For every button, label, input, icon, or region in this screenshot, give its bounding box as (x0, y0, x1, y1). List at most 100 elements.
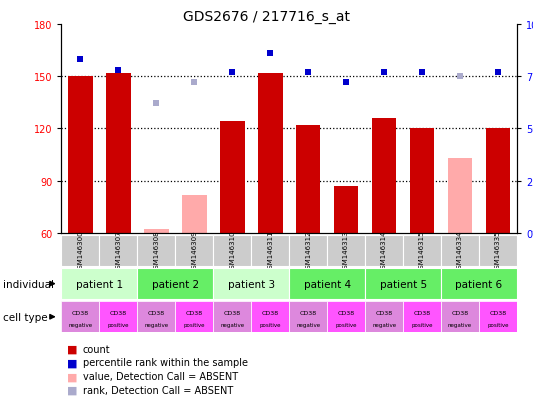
Text: ■: ■ (67, 344, 77, 354)
Text: value, Detection Call = ABSENT: value, Detection Call = ABSENT (83, 371, 238, 381)
Bar (372, 119, 397, 233)
Point (76, 57, 85, 64)
Text: patient 1: patient 1 (76, 279, 123, 289)
Bar (182, 195, 207, 233)
Text: patient 5: patient 5 (379, 279, 426, 289)
Text: positive: positive (183, 322, 205, 327)
Text: GSM146309: GSM146309 (191, 230, 197, 272)
Text: positive: positive (260, 322, 281, 327)
Text: GSM146335: GSM146335 (495, 230, 501, 272)
Bar (441, 235, 479, 266)
Bar (175, 235, 213, 266)
Text: CD38: CD38 (451, 310, 469, 315)
Text: GSM146313: GSM146313 (343, 230, 349, 272)
Text: patient 4: patient 4 (304, 279, 351, 289)
Point (152, 101, 160, 107)
Text: GSM146311: GSM146311 (267, 230, 273, 272)
Text: percentile rank within the sample: percentile rank within the sample (83, 358, 248, 368)
Bar (289, 301, 327, 332)
Bar (441, 301, 479, 332)
Text: individual: individual (3, 279, 54, 289)
Text: CD38: CD38 (110, 310, 127, 315)
Bar (68, 77, 93, 233)
Point (342, 80, 350, 86)
Text: ■: ■ (67, 385, 77, 395)
Bar (479, 301, 517, 332)
Text: GSM146334: GSM146334 (457, 230, 463, 272)
Text: negative: negative (296, 322, 320, 327)
Point (228, 69, 237, 76)
Bar (289, 268, 365, 299)
Text: negative: negative (220, 322, 244, 327)
Text: GDS2676 / 217716_s_at: GDS2676 / 217716_s_at (183, 10, 350, 24)
Bar (175, 301, 213, 332)
Point (114, 67, 123, 74)
Bar (251, 235, 289, 266)
Bar (106, 74, 131, 233)
Bar (213, 301, 251, 332)
Text: GSM146307: GSM146307 (115, 230, 122, 272)
Text: positive: positive (335, 322, 357, 327)
Text: CD38: CD38 (300, 310, 317, 315)
Bar (138, 268, 213, 299)
Bar (213, 268, 289, 299)
Bar (334, 186, 359, 233)
Text: positive: positive (108, 322, 129, 327)
Point (494, 69, 502, 76)
Text: negative: negative (144, 322, 168, 327)
Text: CD38: CD38 (148, 310, 165, 315)
Bar (296, 126, 320, 233)
Text: count: count (83, 344, 110, 354)
Bar (99, 235, 138, 266)
Point (190, 80, 198, 86)
Text: patient 3: patient 3 (228, 279, 274, 289)
Bar (99, 301, 138, 332)
Bar (365, 301, 403, 332)
Bar (403, 235, 441, 266)
Point (418, 69, 426, 76)
Bar (144, 230, 168, 233)
Text: GSM146315: GSM146315 (419, 230, 425, 272)
Bar (486, 129, 511, 233)
Text: positive: positive (411, 322, 433, 327)
Bar (327, 301, 365, 332)
Text: CD38: CD38 (224, 310, 241, 315)
Bar (220, 122, 245, 233)
Text: GSM146308: GSM146308 (153, 230, 159, 272)
Bar (61, 235, 99, 266)
Text: cell type: cell type (3, 312, 47, 322)
Bar (251, 301, 289, 332)
Text: CD38: CD38 (185, 310, 203, 315)
Text: negative: negative (448, 322, 472, 327)
Bar (403, 301, 441, 332)
Bar (441, 268, 517, 299)
Bar (213, 235, 251, 266)
Text: CD38: CD38 (489, 310, 506, 315)
Text: CD38: CD38 (414, 310, 431, 315)
Bar (289, 235, 327, 266)
Point (380, 69, 389, 76)
Text: positive: positive (487, 322, 509, 327)
Text: CD38: CD38 (337, 310, 354, 315)
Bar (258, 74, 282, 233)
Text: CD38: CD38 (72, 310, 89, 315)
Text: GSM146310: GSM146310 (229, 230, 235, 272)
Point (266, 51, 274, 57)
Text: ■: ■ (67, 371, 77, 381)
Text: GSM146314: GSM146314 (381, 230, 387, 272)
Bar (138, 301, 175, 332)
Bar (479, 235, 517, 266)
Bar (61, 268, 138, 299)
Text: rank, Detection Call = ABSENT: rank, Detection Call = ABSENT (83, 385, 233, 395)
Bar (410, 129, 434, 233)
Text: patient 2: patient 2 (152, 279, 199, 289)
Bar (327, 235, 365, 266)
Text: negative: negative (68, 322, 92, 327)
Text: CD38: CD38 (376, 310, 393, 315)
Text: patient 6: patient 6 (456, 279, 503, 289)
Bar (365, 235, 403, 266)
Point (456, 74, 464, 80)
Text: ■: ■ (67, 358, 77, 368)
Text: negative: negative (372, 322, 396, 327)
Point (304, 69, 312, 76)
